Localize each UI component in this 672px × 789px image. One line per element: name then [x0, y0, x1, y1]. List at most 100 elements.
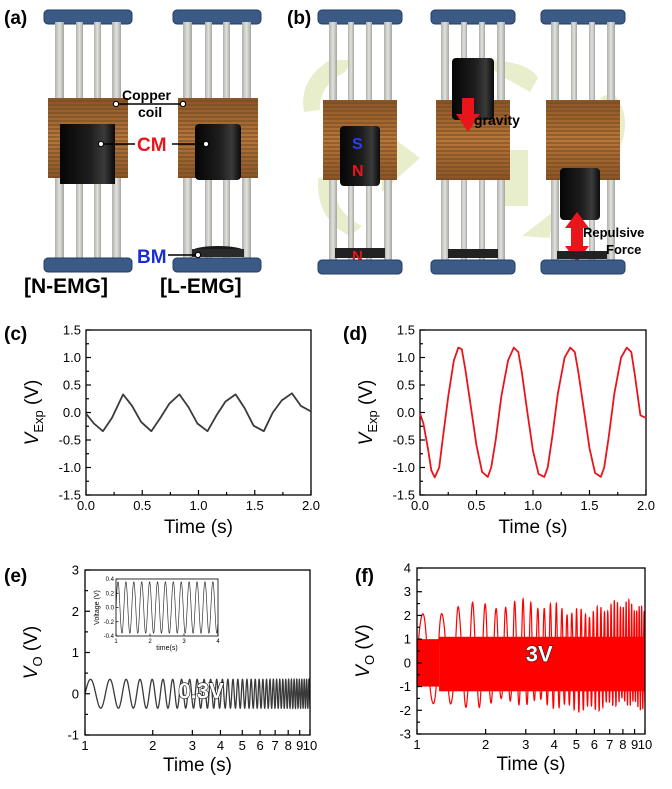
inset-xlabel: time(s) — [156, 645, 177, 652]
chart-d: 0.0 0.5 1.0 1.5 2.0 -1.5 -1.0 -0.5 0.0 0.5 1.0 1.5 T… — [356, 323, 655, 539]
l-emg-cylindrical-magnet — [195, 124, 241, 180]
bm-label: BM — [137, 247, 167, 268]
l-emg-bottom-magnet-body — [192, 249, 244, 257]
cm-label: CM — [137, 135, 167, 156]
inset-x-tick-label: 3 — [182, 639, 186, 645]
l-emg-bottom-cap — [172, 257, 262, 273]
y-tick-label: -1.5 — [393, 488, 415, 503]
ylabel-subscript: O — [30, 656, 45, 666]
d-ylabel: VExp (V) — [356, 380, 380, 446]
b2-top-cap — [430, 9, 516, 25]
panel-label-a: (a) — [4, 8, 27, 29]
x-tick-label: 3 — [522, 737, 529, 752]
x-tick-label: 4 — [217, 738, 224, 753]
x-tick-label: 0.5 — [467, 498, 485, 513]
leader-dot — [112, 100, 120, 108]
ylabel-unit: (V) — [353, 624, 374, 655]
x-tick-label: 7 — [606, 737, 613, 752]
x-tick-label: 10 — [303, 738, 317, 753]
y-tick-label: -2 — [399, 703, 411, 718]
leader-dot — [194, 251, 202, 259]
cycle-arrow-icon — [303, 60, 352, 112]
panel-label-e: (e) — [4, 566, 27, 587]
panel-label-f: (f) — [355, 566, 374, 587]
leader-dot — [179, 100, 187, 108]
inset-y-tick-label: 0.0 — [106, 606, 115, 612]
panel-label-b: (b) — [287, 8, 311, 29]
y-tick-label: 1.0 — [63, 350, 81, 365]
y-tick-label: -0.5 — [59, 433, 81, 448]
y-tick-label: 0 — [404, 655, 411, 670]
ylabel-unit: (V) — [356, 380, 377, 411]
y-tick-label: -1.5 — [59, 488, 81, 503]
x-tick-label: 1 — [81, 738, 88, 753]
panel-label-d: (d) — [343, 324, 367, 345]
f-xlabel: Time (s) — [497, 754, 566, 775]
x-tick-label: 1.0 — [524, 498, 542, 513]
x-tick-label: 2 — [482, 737, 489, 752]
ylabel-symbol: V — [21, 664, 42, 679]
pole-n-upper-label: N — [352, 163, 364, 180]
f-ylabel: VO (V) — [353, 624, 377, 677]
y-tick-label: 1.5 — [397, 323, 415, 338]
c-plot-frame — [85, 329, 312, 496]
y-tick-label: 0 — [72, 686, 79, 701]
e-series-line — [84, 677, 311, 710]
c-xlabel: Time (s) — [164, 517, 233, 538]
x-tick-label: 9 — [296, 738, 303, 753]
ylabel-subscript: O — [362, 655, 377, 665]
panel-label-c: (c) — [4, 324, 27, 345]
inset-x-tick-label: 4 — [216, 639, 220, 645]
n-emg-top-cap — [43, 9, 133, 25]
x-tick-label: 0.5 — [133, 498, 151, 513]
l-emg-label: [L-EMG] — [160, 275, 242, 298]
panel-a: (a) Copper coi — [4, 8, 262, 298]
gravity-arrow-shaft — [462, 98, 474, 116]
b1-bottom-magnet — [335, 248, 385, 258]
c-series-line — [85, 392, 312, 433]
inset-y-tick-label: -0.4 — [104, 634, 115, 640]
inset-x-tick-label: 1 — [114, 639, 118, 645]
b3-cylindrical-magnet — [560, 168, 600, 220]
x-tick-label: 6 — [591, 737, 598, 752]
x-tick-label: 4 — [551, 737, 558, 752]
b2-bottom-magnet — [448, 249, 498, 258]
y-tick-label: 0.0 — [63, 405, 81, 420]
inset-y-tick-label: 0.4 — [106, 577, 115, 583]
n-emg-label: [N-EMG] — [24, 275, 108, 298]
f-dense-band — [439, 636, 645, 692]
y-tick-label: -1 — [399, 679, 411, 694]
y-tick-label: 1 — [404, 632, 411, 647]
ylabel-symbol: V — [356, 430, 377, 445]
repulsive-arrow-shaft — [571, 226, 583, 248]
b-device-2: gravity — [430, 9, 520, 275]
repulsive-label-1: Repulsive — [583, 225, 644, 240]
leader-dot — [97, 140, 105, 148]
ylabel-symbol: V — [353, 663, 374, 678]
ylabel-unit: (V) — [22, 380, 43, 411]
gravity-label: gravity — [474, 112, 520, 128]
f-dense-band — [417, 639, 440, 687]
y-tick-label: 0.5 — [63, 378, 81, 393]
y-tick-label: 1 — [72, 645, 79, 660]
b3-bottom-magnet — [557, 251, 607, 259]
y-tick-label: -3 — [399, 727, 411, 742]
panel-d: (d) 0.0 0.5 1.0 1.5 2.0 -1.5 -1.0 -0.5 0.0 0.5 1.0… — [343, 323, 655, 539]
x-tick-label: 9 — [631, 737, 638, 752]
b1-bottom-cap — [317, 259, 403, 275]
x-tick-label: 5 — [573, 737, 580, 752]
n-emg-device — [43, 9, 133, 273]
inset-y-tick-label: -0.2 — [104, 620, 115, 626]
y-tick-label: 0.5 — [397, 378, 415, 393]
repulsive-arrow-up-icon — [565, 212, 589, 228]
y-tick-label: 0.0 — [397, 405, 415, 420]
b1-cylindrical-magnet — [340, 126, 380, 186]
x-tick-label: 10 — [638, 737, 652, 752]
copper-coil-label-2: coil — [138, 104, 162, 120]
x-tick-label: 7 — [272, 738, 279, 753]
c-ylabel: VExp (V) — [22, 380, 46, 446]
